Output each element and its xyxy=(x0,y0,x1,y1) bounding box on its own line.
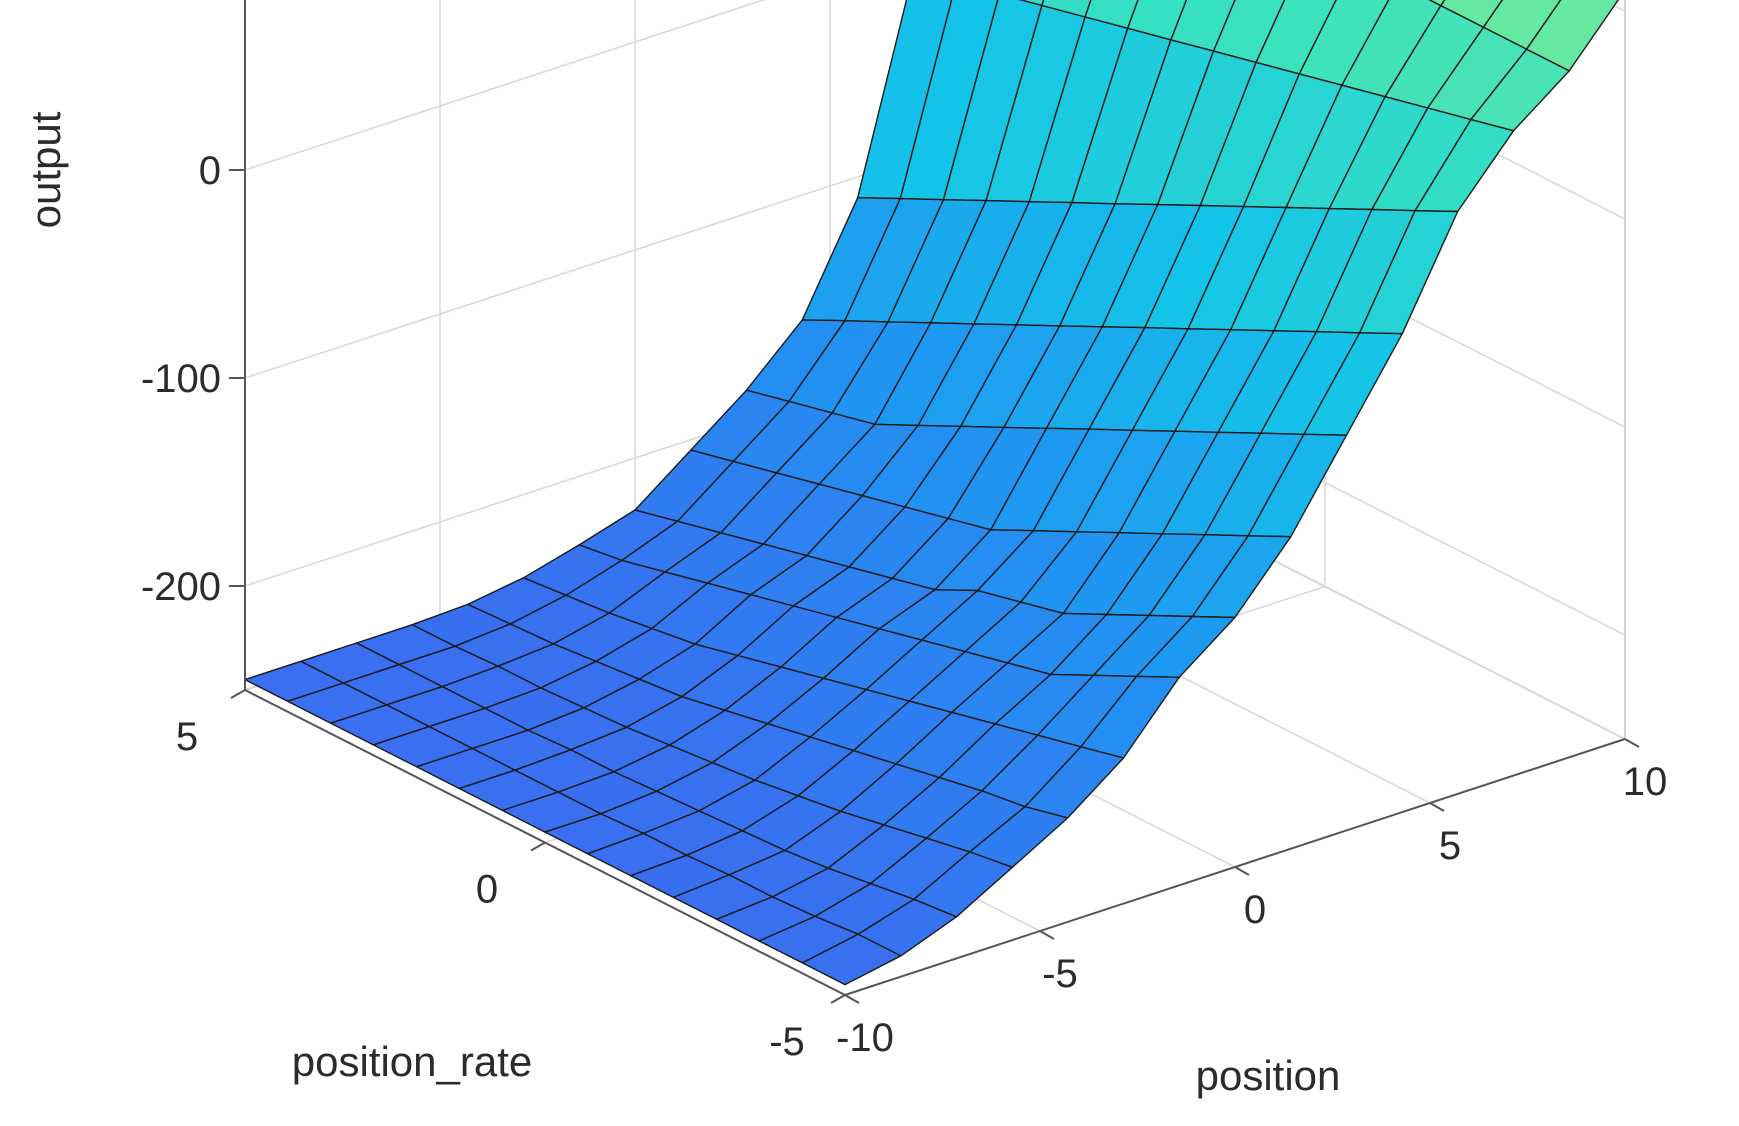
surface-layer xyxy=(244,0,1620,986)
x-tick xyxy=(1039,930,1055,940)
y-tick xyxy=(230,689,246,699)
x-axis-label: position xyxy=(1196,1052,1341,1099)
x-tick-label: -10 xyxy=(836,1016,894,1060)
y-tick xyxy=(830,994,846,1004)
surface-patch xyxy=(801,933,902,986)
y-tick-label: 5 xyxy=(176,715,198,759)
y-axis-label: position_rate xyxy=(292,1038,533,1085)
x-tick xyxy=(844,994,860,1004)
z-tick-label: 0 xyxy=(199,149,221,193)
z-tick-label: -200 xyxy=(141,565,221,609)
x-tick-label: -5 xyxy=(1042,952,1078,996)
y-tick xyxy=(530,841,546,852)
z-tick-label: -100 xyxy=(141,357,221,401)
labels-layer: output position_rate position xyxy=(22,111,1340,1099)
y-tick-label: 0 xyxy=(476,868,498,912)
x-tick xyxy=(1624,738,1640,748)
x-tick-label: 5 xyxy=(1439,824,1461,868)
z-axis-label: output xyxy=(22,111,69,228)
x-tick-label: 10 xyxy=(1623,760,1668,804)
x-tick xyxy=(1234,866,1250,876)
x-tick-label: 0 xyxy=(1244,888,1266,932)
x-tick xyxy=(1429,802,1445,812)
y-tick-label: -5 xyxy=(769,1020,805,1064)
